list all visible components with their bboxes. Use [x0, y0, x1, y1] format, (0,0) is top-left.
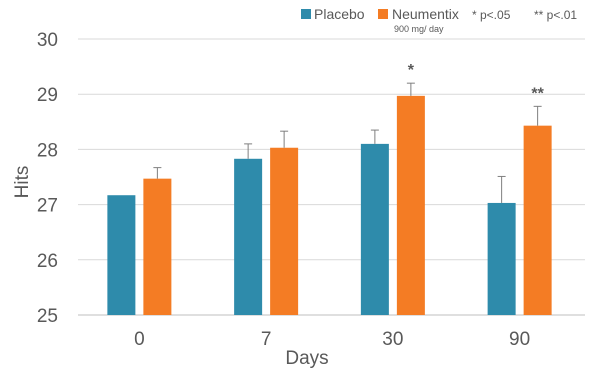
bar-placebo-day-90 — [487, 202, 516, 315]
bar-neumentix-day-0 — [143, 178, 172, 315]
y-tick-label: 30 — [37, 30, 58, 51]
legend-note-p01: ** p<.01 — [534, 8, 577, 22]
error-bars — [153, 82, 542, 203]
y-tick-label: 25 — [37, 306, 58, 327]
y-tick-label: 29 — [37, 85, 58, 106]
bar-neumentix-day-30 — [396, 95, 425, 315]
x-tick-label: 90 — [509, 329, 530, 350]
bar-placebo-day-30 — [360, 143, 389, 315]
x-axis-ticks: 0 7 30 90 — [134, 329, 530, 350]
legend-note-p05: * p<.05 — [472, 8, 511, 22]
x-tick-label: 0 — [134, 329, 145, 350]
legend-swatch-neumentix — [378, 9, 388, 19]
x-axis-title: Days — [285, 348, 328, 369]
x-tick-label: 30 — [382, 329, 403, 350]
significance-marker: ** — [531, 85, 544, 102]
significance-markers: *** — [408, 62, 545, 102]
legend-label-neumentix: Neumentix — [392, 6, 459, 22]
y-tick-label: 26 — [37, 251, 58, 272]
y-tick-label: 27 — [37, 196, 58, 217]
legend-sublabel-dose: 900 mg/ day — [394, 24, 444, 34]
x-tick-label: 7 — [261, 329, 272, 350]
bars — [107, 95, 552, 315]
y-axis-title: Hits — [12, 166, 33, 199]
legend-swatch-placebo — [301, 9, 311, 19]
y-axis-ticks: 25 26 27 28 29 30 — [37, 30, 58, 327]
legend-label-placebo: Placebo — [314, 6, 365, 22]
bar-neumentix-day-90 — [523, 125, 552, 315]
legend: Placebo Neumentix 900 mg/ day * p<.05 ** p<.… — [301, 6, 577, 34]
bar-neumentix-day-7 — [270, 147, 299, 315]
significance-marker: * — [408, 62, 415, 79]
bar-placebo-day-7 — [234, 158, 263, 315]
y-tick-label: 28 — [37, 140, 58, 161]
bar-placebo-day-0 — [107, 195, 136, 315]
